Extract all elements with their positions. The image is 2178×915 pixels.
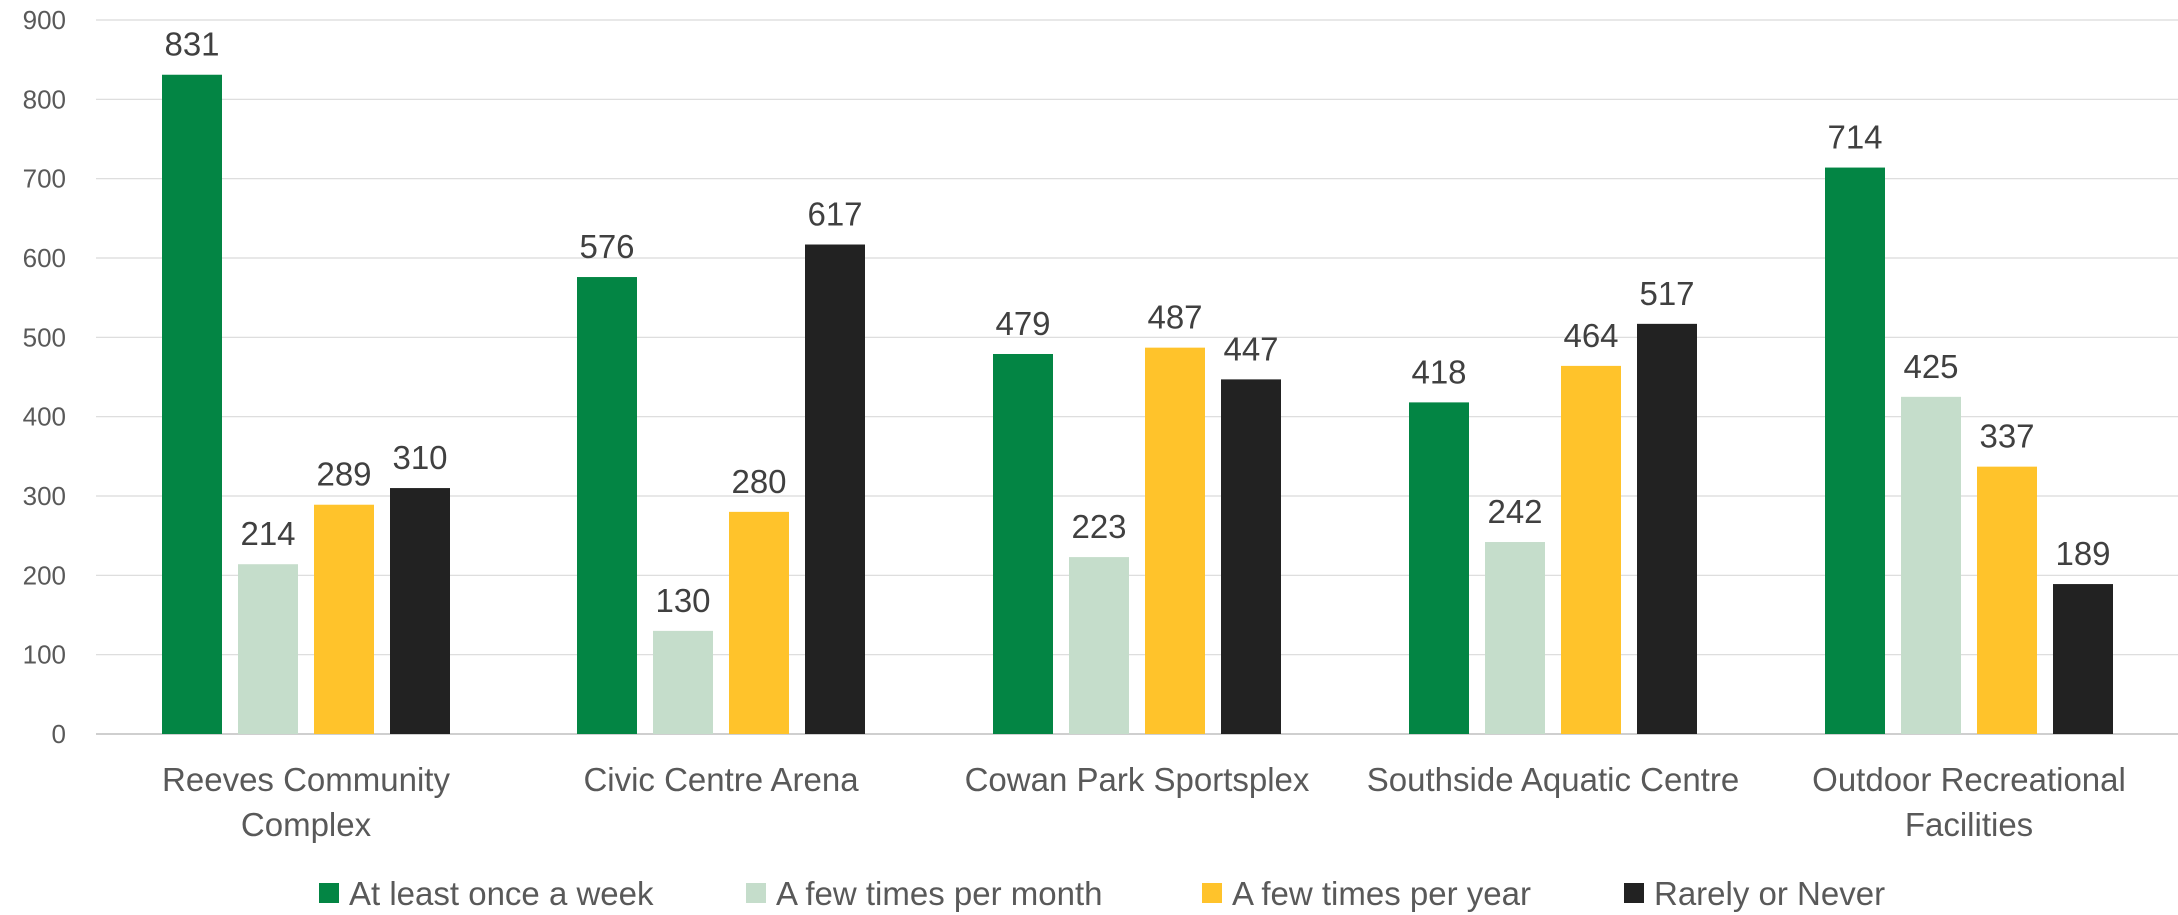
legend-label: Rarely or Never <box>1654 875 1885 912</box>
data-label: 289 <box>316 456 371 493</box>
y-tick-label: 800 <box>23 84 66 114</box>
data-label: 418 <box>1411 353 1466 390</box>
legend-label: A few times per year <box>1232 875 1531 912</box>
data-label: 831 <box>164 26 219 63</box>
data-label: 464 <box>1563 317 1618 354</box>
bar <box>1485 542 1545 734</box>
y-tick-label: 600 <box>23 243 66 273</box>
data-label: 447 <box>1223 330 1278 367</box>
data-label: 214 <box>240 515 295 552</box>
bar <box>1825 167 1885 734</box>
bars <box>162 74 2113 735</box>
x-axis-categories: Reeves Community Complex Civic Centre Aren… <box>162 761 2126 843</box>
category-label: Reeves Community <box>162 761 450 798</box>
legend-swatch <box>1624 883 1644 903</box>
data-label: 517 <box>1639 275 1694 312</box>
data-label: 479 <box>995 305 1050 342</box>
bar <box>1901 396 1961 734</box>
legend-swatch <box>1202 883 1222 903</box>
y-axis-ticks: 0 100 200 300 400 500 600 700 800 900 <box>23 5 66 749</box>
bar <box>1145 347 1205 734</box>
y-tick-label: 300 <box>23 481 66 511</box>
data-label: 280 <box>731 463 786 500</box>
legend-label: A few times per month <box>776 875 1102 912</box>
bar <box>1561 365 1621 734</box>
y-tick-label: 100 <box>23 640 66 670</box>
category-label: Civic Centre Arena <box>583 761 859 798</box>
bar <box>1977 466 2037 734</box>
bar <box>2053 584 2113 734</box>
data-label: 223 <box>1071 508 1126 545</box>
legend-label: At least once a week <box>349 875 654 912</box>
data-labels: 831 576 479 418 714 214 130 223 242 425 289 280 487 4… <box>164 26 2110 619</box>
category-label: Facilities <box>1905 806 2033 843</box>
data-label: 130 <box>655 582 710 619</box>
bar <box>1221 379 1281 734</box>
category-label: Cowan Park Sportsplex <box>965 761 1310 798</box>
legend-swatch <box>319 883 339 903</box>
y-tick-label: 0 <box>52 719 66 749</box>
data-label: 617 <box>807 196 862 233</box>
bar <box>805 244 865 734</box>
data-label: 576 <box>579 228 634 265</box>
bar <box>238 564 298 734</box>
bar <box>1637 323 1697 734</box>
bar <box>314 504 374 734</box>
bar <box>729 511 789 734</box>
bar <box>993 353 1053 734</box>
data-label: 189 <box>2055 535 2110 572</box>
bar <box>390 488 450 734</box>
category-label: Complex <box>241 806 372 843</box>
legend-swatch <box>746 883 766 903</box>
y-tick-label: 500 <box>23 322 66 352</box>
data-label: 487 <box>1147 299 1202 336</box>
data-label: 337 <box>1979 418 2034 455</box>
bar <box>162 74 222 735</box>
bar <box>1069 557 1129 734</box>
category-label: Southside Aquatic Centre <box>1367 761 1739 798</box>
bar <box>1409 402 1469 734</box>
data-label: 425 <box>1903 348 1958 385</box>
y-tick-label: 200 <box>23 560 66 590</box>
data-label: 310 <box>392 439 447 476</box>
bar <box>577 277 637 734</box>
category-label: Outdoor Recreational <box>1812 761 2126 798</box>
data-label: 714 <box>1827 119 1882 156</box>
y-tick-label: 700 <box>23 164 66 194</box>
data-label: 242 <box>1487 493 1542 530</box>
bar <box>653 630 713 734</box>
y-tick-label: 900 <box>23 5 66 35</box>
y-tick-label: 400 <box>23 402 66 432</box>
legend: At least once a week A few times per mont… <box>319 875 1885 912</box>
